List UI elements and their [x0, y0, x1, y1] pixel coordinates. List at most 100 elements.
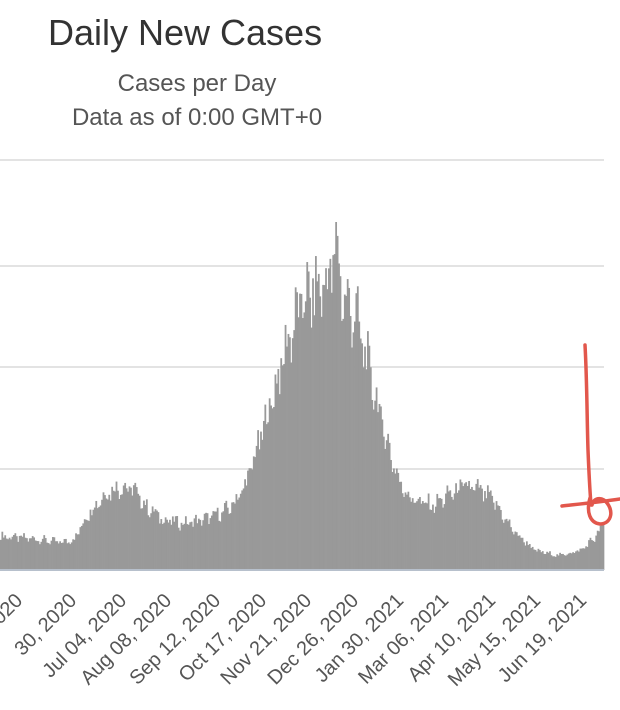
- bar: [200, 525, 203, 570]
- bar: [86, 520, 89, 570]
- bar: [491, 495, 494, 570]
- bar: [121, 494, 124, 570]
- bar: [109, 500, 112, 570]
- bar: [489, 490, 492, 570]
- bar: [167, 522, 170, 570]
- bar: [356, 286, 359, 570]
- bar: [18, 535, 21, 570]
- bar: [264, 404, 267, 570]
- bar: [196, 523, 199, 570]
- bar: [91, 515, 93, 570]
- x-tick-label: 020: [0, 590, 27, 629]
- bar: [577, 551, 580, 570]
- bar: [102, 492, 105, 570]
- bar: [193, 518, 196, 570]
- bar: [112, 490, 115, 570]
- bar: [384, 448, 387, 570]
- bar: [341, 320, 343, 570]
- bar: [5, 538, 8, 570]
- bar: [30, 538, 33, 570]
- bar: [75, 533, 77, 570]
- bar: [96, 508, 99, 570]
- bar: [494, 509, 496, 570]
- bar: [277, 369, 280, 570]
- bar: [387, 433, 390, 570]
- bar: [528, 544, 531, 570]
- bar: [79, 527, 82, 570]
- bar: [374, 400, 377, 570]
- bar: [150, 513, 153, 570]
- bar: [115, 481, 118, 570]
- bar: [508, 519, 511, 570]
- bar: [59, 541, 62, 570]
- bar: [226, 507, 229, 570]
- bar: [1, 531, 4, 570]
- bar: [358, 321, 361, 570]
- bar: [573, 552, 576, 570]
- bar: [395, 468, 398, 570]
- bar: [44, 538, 47, 570]
- bar: [510, 527, 512, 570]
- bar: [228, 513, 231, 570]
- bar: [17, 541, 20, 570]
- bar: [10, 539, 12, 570]
- bar: [521, 537, 524, 570]
- bar: [583, 548, 586, 570]
- bar: [80, 525, 83, 570]
- bar: [92, 509, 95, 570]
- bar: [176, 516, 179, 570]
- bar: [161, 524, 164, 570]
- bar: [265, 424, 268, 570]
- bar: [543, 553, 546, 570]
- bar: [507, 521, 509, 570]
- bar: [290, 362, 293, 570]
- bar: [315, 256, 317, 570]
- bar: [171, 516, 174, 570]
- bar: [404, 492, 407, 570]
- bar: [323, 285, 326, 570]
- bar: [391, 471, 394, 570]
- bar: [83, 519, 86, 570]
- bar: [36, 541, 38, 570]
- bar: [365, 369, 368, 570]
- bar: [169, 519, 171, 570]
- bar: [54, 541, 57, 570]
- bar: [212, 511, 215, 570]
- bar: [312, 278, 314, 570]
- bar: [512, 534, 515, 570]
- bar: [580, 548, 583, 570]
- bar: [309, 297, 312, 570]
- bar: [170, 524, 173, 570]
- bar: [232, 502, 235, 570]
- bar: [424, 502, 427, 570]
- bar: [88, 520, 90, 570]
- bar: [439, 498, 442, 570]
- bar: [99, 505, 102, 570]
- bar: [27, 541, 30, 570]
- bar: [380, 406, 382, 570]
- bar: [236, 499, 239, 570]
- bar: [219, 521, 222, 570]
- bar: [352, 332, 355, 570]
- bar: [180, 522, 183, 570]
- bar: [524, 545, 527, 570]
- bar: [325, 268, 327, 570]
- bar: [367, 331, 369, 570]
- bar: [294, 287, 297, 570]
- bar: [143, 500, 145, 570]
- bar: [197, 518, 200, 570]
- bar: [60, 542, 63, 570]
- bar: [397, 472, 400, 570]
- bar: [134, 482, 137, 570]
- bar: [400, 481, 403, 570]
- bar: [342, 318, 345, 570]
- bar: [482, 501, 485, 570]
- bar: [72, 539, 75, 570]
- bar: [576, 550, 579, 570]
- bar: [547, 552, 550, 570]
- bar: [119, 494, 122, 570]
- bar: [596, 530, 599, 570]
- bar: [406, 494, 408, 570]
- bar: [538, 550, 541, 570]
- bar: [105, 498, 108, 570]
